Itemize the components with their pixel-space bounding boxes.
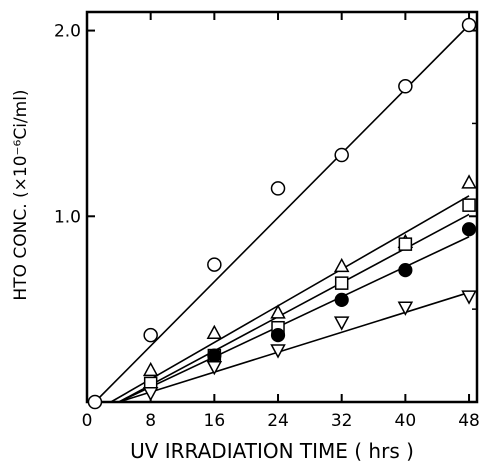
data-point-open-circle: [207, 257, 222, 272]
data-point-filled-circle: [334, 292, 349, 307]
data-point-open-triangle-down: [461, 290, 477, 305]
x-tick-label: 24: [267, 411, 289, 431]
data-point-filled-circle: [461, 222, 477, 237]
data-point-open-square: [334, 276, 349, 290]
x-tick-label: 32: [331, 411, 353, 431]
data-point-filled-circle: [207, 348, 222, 363]
data-point-open-triangle-down: [206, 360, 223, 376]
fit-line-3: [118, 235, 470, 403]
plot-frame: [85, 10, 479, 404]
y-axis-label: HTO CONC. (×10⁻⁶Ci/ml): [11, 89, 31, 300]
fit-line-4: [118, 291, 470, 403]
y-tick-label: 2.0: [54, 22, 81, 42]
data-point-open-triangle-down: [142, 386, 159, 402]
data-point-open-circle: [87, 394, 103, 410]
data-point-open-circle: [334, 147, 349, 163]
data-point-open-triangle-up: [461, 174, 477, 189]
data-point-open-circle: [461, 17, 477, 33]
data-point-open-circle: [398, 79, 413, 94]
data-point-open-triangle-up: [206, 324, 223, 340]
data-point-open-square: [398, 237, 413, 251]
data-point-open-triangle-down: [333, 316, 350, 331]
data-point-open-triangle-up: [142, 361, 159, 377]
data-point-filled-circle: [398, 263, 413, 278]
data-point-open-triangle-down: [270, 344, 286, 359]
data-point-open-circle: [143, 327, 158, 343]
x-tick-label: 0: [82, 411, 93, 431]
x-tick-label: 48: [458, 411, 480, 431]
plot-area: 0 8 16 24 32 40 48 1.0 2.0: [54, 10, 480, 431]
data-point-open-circle: [270, 181, 286, 196]
x-tick-label: 40: [395, 411, 417, 431]
data-point-filled-circle: [270, 328, 286, 343]
x-axis-label: UV IRRADIATION TIME ( hrs ): [130, 439, 414, 463]
data-point-open-square: [462, 198, 476, 212]
data-point-open-triangle-up: [270, 304, 286, 319]
y-tick-label: 1.0: [54, 207, 81, 227]
data-point-open-triangle-down: [397, 301, 414, 316]
x-tick-label: 8: [145, 411, 156, 431]
fit-line-1: [110, 195, 470, 403]
x-tick-label: 16: [204, 411, 226, 431]
data-point-open-triangle-up: [333, 257, 350, 273]
